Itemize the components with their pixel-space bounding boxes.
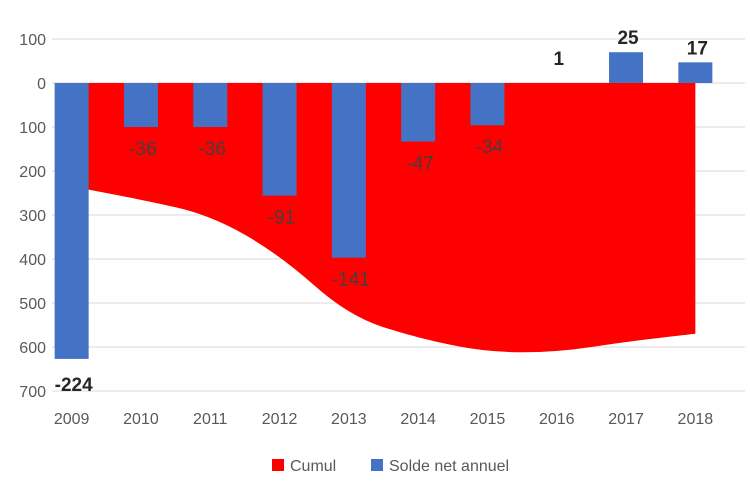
data-label-2011: -36 [199, 139, 226, 160]
x-tick-label: 2017 [608, 411, 644, 428]
data-label-2013: -141 [332, 270, 370, 291]
data-label-2016: 1 [553, 49, 564, 70]
bar-2010 [123, 83, 158, 127]
legend-swatch-cumul [272, 459, 284, 471]
x-tick-label: 2018 [678, 411, 714, 428]
legend: Cumul Solde net annuel [272, 458, 509, 475]
y-tick-label: 400 [19, 252, 46, 269]
data-label-2012: -91 [268, 208, 295, 229]
bar-2018 [678, 62, 713, 83]
y-tick-label: 0 [37, 76, 46, 93]
x-tick-label: 2009 [54, 411, 90, 428]
y-tick-label: 700 [19, 384, 46, 401]
data-label-2010: -36 [129, 139, 156, 160]
y-axis-ticks: 100 0 100 200 300 400 500 600 700 [19, 32, 46, 401]
x-axis-ticks: 2009 2010 2011 2012 2013 2014 2015 2016 2017 2018 [54, 411, 713, 428]
data-label-2014: -47 [406, 154, 433, 175]
y-tick-label: 200 [19, 164, 46, 181]
data-labels: -224 -36 -36 -91 -141 -47 -34 1 25 17 [55, 28, 708, 396]
y-tick-label: 100 [19, 120, 46, 137]
bar-2012 [262, 83, 297, 196]
x-tick-label: 2016 [539, 411, 575, 428]
bar-2014 [401, 83, 436, 142]
y-tick-label: 600 [19, 340, 46, 357]
bar-2013 [331, 83, 366, 258]
x-tick-label: 2014 [400, 411, 436, 428]
cumul-area-path [71, 83, 696, 353]
legend-label-cumul: Cumul [290, 458, 336, 475]
y-tick-label: 500 [19, 296, 46, 313]
x-tick-label: 2015 [470, 411, 506, 428]
data-label-2015: -34 [476, 137, 504, 158]
x-tick-label: 2012 [262, 411, 298, 428]
y-tick-label: 100 [19, 32, 46, 49]
bar-2011 [193, 83, 228, 127]
cumul-area [71, 83, 696, 353]
y-tick-label: 300 [19, 208, 46, 225]
legend-label-solde: Solde net annuel [389, 458, 509, 475]
x-tick-label: 2011 [193, 411, 228, 428]
bars [54, 52, 713, 359]
bar-2017 [609, 52, 644, 83]
x-tick-label: 2013 [331, 411, 367, 428]
data-label-2017: 25 [617, 28, 639, 49]
data-label-2009: -224 [55, 375, 93, 396]
bar-2009 [54, 83, 89, 359]
data-label-2018: 17 [687, 38, 708, 59]
bar-2015 [470, 83, 505, 126]
legend-swatch-solde [371, 459, 383, 471]
x-tick-label: 2010 [123, 411, 159, 428]
